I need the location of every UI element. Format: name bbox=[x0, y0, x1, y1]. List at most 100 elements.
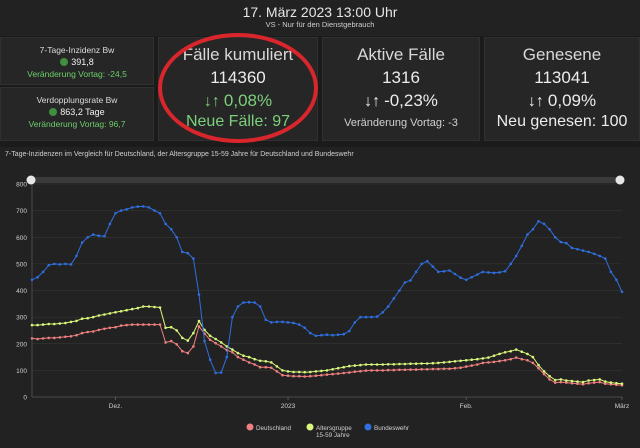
data-point[interactable] bbox=[364, 369, 368, 372]
data-point[interactable] bbox=[30, 323, 34, 327]
data-point[interactable] bbox=[181, 250, 184, 254]
data-point[interactable] bbox=[203, 339, 206, 343]
data-point[interactable] bbox=[509, 262, 512, 266]
data-point[interactable] bbox=[403, 368, 407, 372]
data-point[interactable] bbox=[41, 270, 45, 274]
data-point[interactable] bbox=[320, 373, 323, 377]
data-point[interactable] bbox=[275, 365, 279, 368]
data-point[interactable] bbox=[86, 236, 89, 239]
data-point[interactable] bbox=[164, 326, 167, 330]
data-point[interactable] bbox=[281, 369, 284, 372]
data-point[interactable] bbox=[464, 278, 468, 282]
data-point[interactable] bbox=[437, 270, 440, 274]
data-point[interactable] bbox=[164, 341, 167, 344]
data-point[interactable] bbox=[526, 352, 529, 356]
data-point[interactable] bbox=[264, 318, 268, 322]
data-point[interactable] bbox=[553, 378, 557, 382]
data-point[interactable] bbox=[309, 374, 312, 378]
data-point[interactable] bbox=[314, 334, 318, 338]
data-point[interactable] bbox=[409, 279, 412, 282]
data-point[interactable] bbox=[114, 325, 117, 329]
data-point[interactable] bbox=[348, 371, 351, 374]
data-point[interactable] bbox=[64, 335, 67, 339]
data-point[interactable] bbox=[58, 263, 62, 266]
data-point[interactable] bbox=[103, 327, 106, 331]
data-point[interactable] bbox=[36, 337, 39, 341]
data-point[interactable] bbox=[125, 323, 128, 327]
data-point[interactable] bbox=[119, 324, 123, 327]
data-point[interactable] bbox=[314, 374, 318, 377]
data-point[interactable] bbox=[492, 354, 496, 357]
data-point[interactable] bbox=[147, 206, 151, 209]
data-point[interactable] bbox=[58, 322, 62, 325]
data-point[interactable] bbox=[80, 317, 84, 320]
data-point[interactable] bbox=[197, 293, 201, 296]
data-point[interactable] bbox=[526, 233, 529, 236]
data-point[interactable] bbox=[370, 363, 373, 366]
data-point[interactable] bbox=[292, 321, 295, 325]
data-point[interactable] bbox=[314, 370, 318, 373]
data-point[interactable] bbox=[409, 368, 412, 371]
data-point[interactable] bbox=[476, 357, 479, 361]
data-point[interactable] bbox=[36, 275, 39, 279]
data-point[interactable] bbox=[270, 361, 273, 364]
data-point[interactable] bbox=[576, 380, 579, 383]
data-point[interactable] bbox=[192, 345, 195, 348]
data-point[interactable] bbox=[459, 366, 462, 369]
data-point[interactable] bbox=[158, 306, 162, 309]
data-point[interactable] bbox=[437, 361, 440, 365]
data-point[interactable] bbox=[275, 320, 279, 324]
data-point[interactable] bbox=[331, 372, 334, 376]
data-point[interactable] bbox=[125, 308, 128, 312]
data-point[interactable] bbox=[442, 361, 446, 364]
data-point[interactable] bbox=[453, 366, 457, 370]
data-point[interactable] bbox=[559, 378, 563, 381]
data-point[interactable] bbox=[153, 323, 156, 326]
data-point[interactable] bbox=[258, 305, 262, 308]
data-point[interactable] bbox=[214, 371, 217, 375]
data-point[interactable] bbox=[453, 272, 457, 276]
data-point[interactable] bbox=[509, 349, 512, 353]
data-point[interactable] bbox=[392, 363, 396, 366]
data-point[interactable] bbox=[281, 320, 284, 324]
data-point[interactable] bbox=[69, 263, 73, 266]
data-point[interactable] bbox=[542, 372, 546, 376]
data-point[interactable] bbox=[41, 323, 45, 326]
data-point[interactable] bbox=[286, 374, 290, 377]
data-point[interactable] bbox=[615, 381, 618, 385]
data-point[interactable] bbox=[520, 357, 524, 361]
data-point[interactable] bbox=[392, 297, 396, 300]
data-point[interactable] bbox=[91, 330, 95, 333]
data-point[interactable] bbox=[214, 337, 217, 341]
data-point[interactable] bbox=[297, 370, 301, 374]
data-point[interactable] bbox=[581, 380, 585, 384]
data-point[interactable] bbox=[169, 325, 173, 329]
data-point[interactable] bbox=[403, 281, 407, 284]
data-point[interactable] bbox=[592, 378, 596, 382]
data-point[interactable] bbox=[370, 315, 373, 319]
legend-label[interactable]: Deutschland bbox=[256, 425, 292, 432]
data-point[interactable] bbox=[336, 333, 340, 336]
data-point[interactable] bbox=[275, 370, 279, 373]
data-point[interactable] bbox=[448, 367, 451, 371]
data-point[interactable] bbox=[86, 330, 89, 334]
data-point[interactable] bbox=[437, 367, 440, 371]
data-point[interactable] bbox=[553, 381, 557, 384]
data-point[interactable] bbox=[609, 381, 613, 384]
data-point[interactable] bbox=[309, 331, 312, 335]
data-point[interactable] bbox=[181, 336, 184, 340]
data-point[interactable] bbox=[214, 341, 217, 345]
data-point[interactable] bbox=[242, 301, 245, 304]
data-point[interactable] bbox=[414, 362, 418, 365]
data-point[interactable] bbox=[459, 276, 462, 279]
data-point[interactable] bbox=[320, 333, 323, 337]
data-point[interactable] bbox=[175, 343, 178, 346]
data-point[interactable] bbox=[425, 259, 429, 263]
data-point[interactable] bbox=[292, 374, 295, 378]
data-point[interactable] bbox=[75, 319, 78, 323]
data-point[interactable] bbox=[442, 367, 446, 371]
data-point[interactable] bbox=[464, 359, 468, 362]
data-point[interactable] bbox=[487, 356, 490, 359]
data-point[interactable] bbox=[598, 378, 601, 381]
data-point[interactable] bbox=[186, 251, 190, 255]
